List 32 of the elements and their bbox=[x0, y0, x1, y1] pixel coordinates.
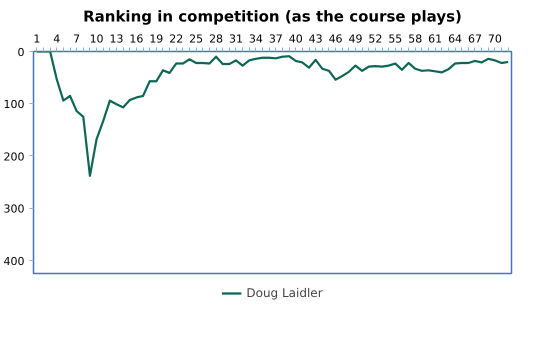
x-tick-label: 49 bbox=[348, 32, 362, 46]
x-tick-label: 1 bbox=[33, 32, 40, 46]
x-tick-label: 4 bbox=[53, 32, 60, 46]
x-tick-label: 34 bbox=[248, 32, 263, 46]
x-tick-label: 10 bbox=[90, 32, 104, 46]
x-tick-label: 70 bbox=[488, 32, 502, 46]
x-tick-label: 7 bbox=[73, 32, 80, 46]
x-tick-label: 61 bbox=[428, 32, 442, 46]
x-tick-label: 67 bbox=[468, 32, 482, 46]
y-tick-label: 400 bbox=[4, 254, 25, 268]
x-tick-label: 28 bbox=[209, 32, 224, 46]
x-tick-label: 64 bbox=[448, 32, 462, 46]
x-tick-label: 25 bbox=[189, 32, 204, 46]
chart-title: Ranking in competition (as the course plays) bbox=[83, 8, 462, 26]
y-tick-label: 300 bbox=[4, 202, 25, 216]
x-tick-label: 22 bbox=[169, 32, 184, 46]
legend-label: Doug Laidler bbox=[246, 286, 323, 300]
line-series bbox=[36, 52, 510, 177]
y-tick-label: 0 bbox=[18, 46, 24, 59]
x-tick-label: 55 bbox=[388, 32, 402, 46]
x-tick-label: 40 bbox=[288, 32, 303, 46]
x-tick-label: 37 bbox=[268, 32, 283, 46]
x-tick-label: 43 bbox=[308, 32, 323, 46]
x-tick-label: 16 bbox=[129, 32, 144, 46]
y-tick-label: 200 bbox=[4, 150, 25, 164]
x-tick-label: 19 bbox=[149, 32, 164, 46]
x-tick-label: 52 bbox=[368, 32, 382, 46]
x-tick-label: 31 bbox=[228, 32, 243, 46]
y-tick-label: 100 bbox=[4, 98, 25, 112]
x-tick-label: 46 bbox=[328, 32, 343, 46]
x-tick-label: 13 bbox=[109, 32, 124, 46]
x-tick-label: 58 bbox=[408, 32, 422, 46]
